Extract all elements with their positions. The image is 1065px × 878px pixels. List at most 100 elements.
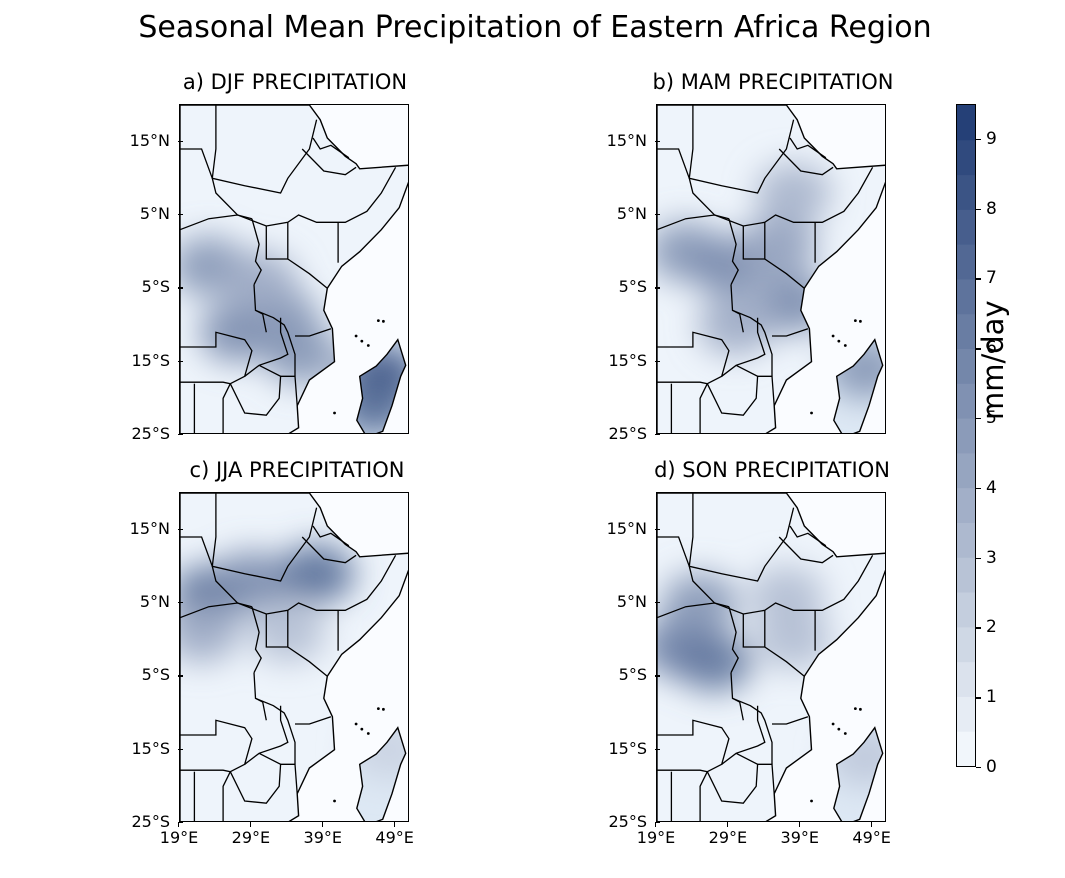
colorbar-band bbox=[957, 244, 975, 280]
island bbox=[837, 339, 841, 343]
island bbox=[859, 319, 862, 323]
colorbar-band bbox=[957, 348, 975, 384]
country-border bbox=[657, 769, 709, 821]
country-border bbox=[764, 646, 805, 677]
country-border bbox=[229, 752, 282, 804]
colorbar-band bbox=[957, 139, 975, 176]
country-border bbox=[778, 148, 834, 176]
colorbar-tick-label: 1 bbox=[976, 687, 1016, 707]
island bbox=[366, 732, 370, 735]
island bbox=[843, 732, 847, 735]
colorbar-band bbox=[957, 452, 975, 489]
x-tick-label: 19°E bbox=[626, 822, 686, 847]
colorbar-tick-label: 7 bbox=[976, 268, 1016, 288]
island bbox=[810, 799, 813, 803]
y-tick-label: 15°S bbox=[100, 351, 183, 370]
country-border bbox=[180, 507, 318, 582]
y-tick-label: 25°S bbox=[100, 424, 183, 443]
island bbox=[366, 344, 370, 347]
y-tick-label: 5°S bbox=[577, 277, 660, 296]
island bbox=[333, 411, 336, 415]
country-border bbox=[180, 769, 232, 821]
country-border bbox=[280, 763, 298, 794]
country-border bbox=[757, 763, 775, 794]
island bbox=[853, 319, 857, 322]
colorbar-band bbox=[957, 174, 975, 210]
country-border bbox=[728, 606, 739, 673]
country-border bbox=[244, 317, 289, 377]
country-border bbox=[180, 214, 253, 231]
map-panel-son bbox=[656, 492, 886, 822]
precip-blob bbox=[213, 551, 290, 611]
country-border bbox=[721, 317, 766, 377]
coastline bbox=[833, 726, 884, 821]
y-tick-label: 25°S bbox=[577, 812, 660, 831]
precip-blob bbox=[698, 295, 775, 355]
country-border bbox=[287, 258, 328, 289]
panel-title-jja: c) JJA PRECIPITATION bbox=[189, 458, 405, 482]
country-border bbox=[301, 148, 357, 176]
coastline bbox=[180, 105, 408, 433]
coastline bbox=[657, 105, 885, 433]
island bbox=[382, 707, 385, 711]
y-tick-label: 15°N bbox=[577, 519, 660, 538]
y-tick-label: 5°S bbox=[100, 665, 183, 684]
x-tick-label: 29°E bbox=[698, 822, 758, 847]
country-border bbox=[180, 381, 232, 433]
precip-map-jja bbox=[180, 493, 408, 821]
colorbar bbox=[956, 104, 976, 767]
x-tick-label: 49°E bbox=[365, 822, 425, 847]
precip-blob bbox=[741, 214, 818, 275]
island bbox=[810, 411, 813, 415]
precip-blob bbox=[755, 609, 832, 670]
colorbar-band bbox=[957, 592, 975, 628]
country-border bbox=[764, 258, 805, 289]
colorbar-band bbox=[957, 522, 975, 558]
y-tick-label: 25°S bbox=[100, 812, 183, 831]
island bbox=[843, 344, 847, 347]
country-border bbox=[180, 602, 253, 619]
colorbar-tick-label: 2 bbox=[976, 617, 1016, 637]
y-tick-label: 15°N bbox=[577, 131, 660, 150]
island bbox=[376, 707, 380, 710]
y-tick-label: 5°N bbox=[577, 592, 660, 611]
country-border bbox=[728, 218, 739, 285]
y-tick-label: 25°S bbox=[577, 424, 660, 443]
precip-map-son bbox=[657, 493, 885, 821]
country-border bbox=[244, 705, 289, 765]
country-border bbox=[688, 493, 874, 615]
country-border bbox=[265, 222, 289, 260]
colorbar-band bbox=[957, 278, 975, 315]
y-tick-label: 15°N bbox=[100, 519, 183, 538]
precip-blob bbox=[221, 251, 298, 311]
colorbar-band bbox=[957, 313, 975, 350]
country-border bbox=[657, 507, 795, 582]
country-border bbox=[772, 328, 809, 337]
colorbar-band bbox=[957, 209, 975, 245]
island bbox=[376, 319, 380, 322]
country-border bbox=[657, 381, 709, 433]
x-tick-label: 19°E bbox=[149, 822, 209, 847]
country-border bbox=[730, 672, 773, 765]
colorbar-label: mm/day bbox=[976, 300, 1010, 420]
country-border bbox=[251, 218, 262, 285]
y-tick-label: 5°S bbox=[577, 665, 660, 684]
country-border bbox=[657, 119, 795, 194]
country-border bbox=[772, 716, 809, 725]
x-tick-label: 29°E bbox=[221, 822, 281, 847]
island bbox=[382, 319, 385, 323]
colorbar-tick-label: 0 bbox=[976, 757, 1016, 777]
figure-title: Seasonal Mean Precipitation of Eastern A… bbox=[138, 10, 932, 45]
country-border bbox=[265, 610, 289, 648]
island bbox=[837, 727, 841, 731]
country-border bbox=[706, 364, 759, 416]
colorbar-band bbox=[957, 626, 975, 663]
y-tick-label: 5°N bbox=[100, 592, 183, 611]
country-border bbox=[255, 697, 267, 721]
country-border bbox=[295, 328, 332, 337]
map-panel-jja bbox=[179, 492, 409, 822]
colorbar-tick-label: 8 bbox=[976, 199, 1016, 219]
coastline bbox=[356, 726, 407, 821]
precip-map-mam bbox=[657, 105, 885, 433]
country-border bbox=[742, 610, 766, 648]
